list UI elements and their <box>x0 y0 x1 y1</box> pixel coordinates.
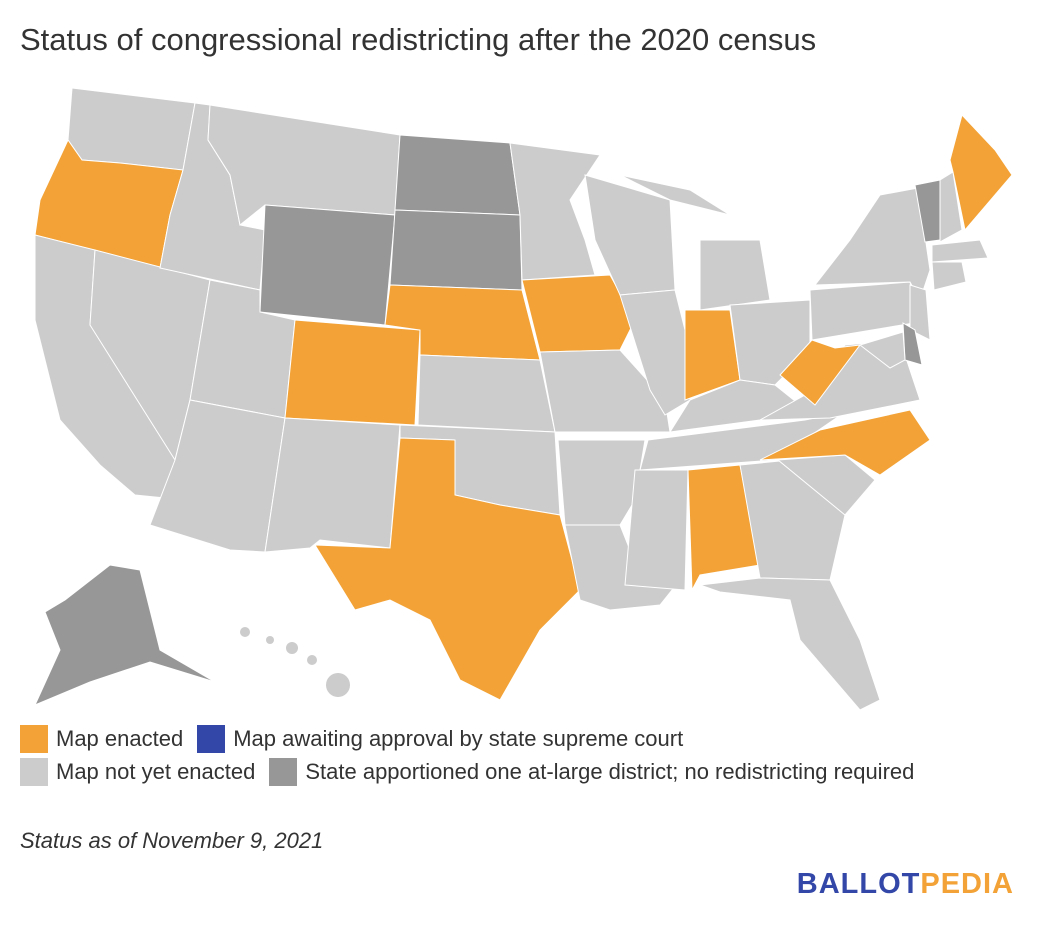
state-mo <box>539 349 671 433</box>
state-hi <box>307 655 317 665</box>
logo-part-ballot: BALLOT <box>796 868 921 900</box>
state-ms <box>624 469 689 591</box>
state-ia <box>521 274 636 353</box>
legend-swatch <box>269 757 298 786</box>
state-mi <box>699 239 771 311</box>
state-hi <box>286 642 298 654</box>
state-mn <box>509 142 601 281</box>
state-wv <box>779 339 862 406</box>
state-fl <box>699 577 881 711</box>
state-mt <box>207 104 401 226</box>
state-hi <box>326 673 350 697</box>
legend-label: Map enacted <box>56 725 184 751</box>
state-nj <box>909 284 931 341</box>
legend-item-not-yet: Map not yet enacted <box>20 757 256 786</box>
map-title: Status of congressional redistricting af… <box>20 22 817 57</box>
state-sd <box>389 209 523 291</box>
state-ak <box>34 564 216 706</box>
state-wy <box>259 204 396 326</box>
state-la <box>564 524 681 611</box>
legend-swatch <box>20 724 48 753</box>
state-ma <box>931 239 989 263</box>
state-ct <box>931 261 967 291</box>
state-ar <box>557 439 646 526</box>
state-tx <box>314 437 581 701</box>
legend-swatch <box>197 724 226 753</box>
state-nh <box>939 171 963 243</box>
ballotpedia-logo: BALLOTPEDIA <box>797 868 1014 901</box>
legend-item-enacted: Map enacted <box>20 724 184 753</box>
state-ks <box>417 354 556 433</box>
legend-item-awaiting: Map awaiting approval by state supreme c… <box>197 724 684 753</box>
logo-part-pedia: PEDIA <box>920 868 1014 900</box>
state-wa <box>67 87 196 171</box>
state-ny <box>813 187 931 302</box>
state-nm <box>264 417 401 553</box>
state-hi <box>266 636 274 644</box>
state-mi <box>619 174 731 216</box>
state-co <box>284 319 421 426</box>
legend-swatch <box>20 757 48 786</box>
legend-label: Map not yet enacted <box>56 758 256 784</box>
legend: Map enacted Map awaiting approval by sta… <box>20 722 928 788</box>
state-al <box>687 464 761 592</box>
state-md <box>858 331 906 369</box>
legend-label: Map awaiting approval by state supreme c… <box>233 725 684 751</box>
status-date-note: Status as of November 9, 2021 <box>20 828 324 853</box>
us-map <box>34 87 1013 711</box>
state-nc <box>759 409 931 476</box>
state-nd <box>394 134 521 216</box>
legend-label: State apportioned one at-large district;… <box>305 758 915 784</box>
state-me <box>949 114 1013 232</box>
legend-item-at-large: State apportioned one at-large district;… <box>269 757 915 786</box>
state-hi <box>240 627 250 637</box>
